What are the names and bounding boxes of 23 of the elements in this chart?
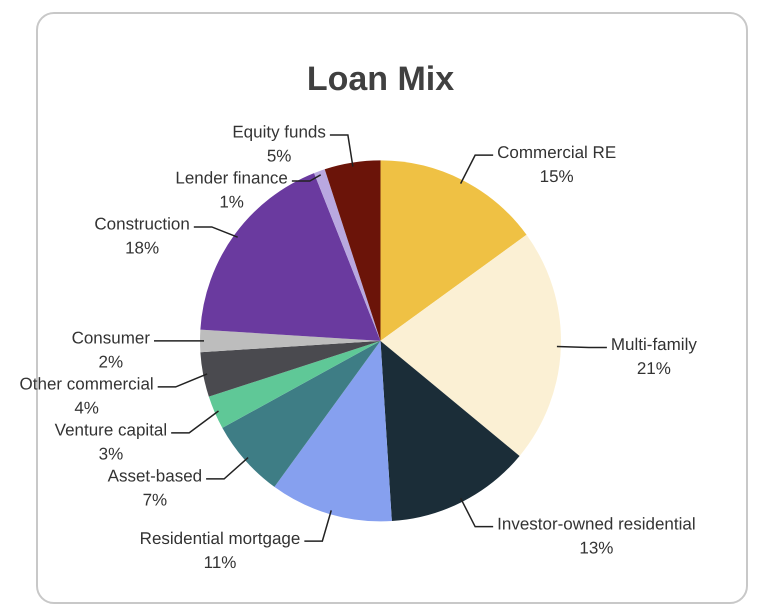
data-label: 3% [98, 444, 124, 464]
slice-label: Equity funds [232, 122, 326, 142]
slice-label: Lender finance [175, 168, 288, 188]
data-label: 15% [540, 166, 574, 186]
chart-title: Loan Mix [306, 60, 454, 98]
slice-label: Multi-family [610, 335, 698, 354]
slice-label: Other commercial [20, 374, 154, 394]
data-label: 4% [74, 398, 99, 418]
slice-label: Asset-based [108, 466, 202, 486]
slice-label: Venture capital [54, 420, 168, 440]
data-label: 1% [219, 192, 244, 212]
slice-label: Commercial RE [497, 142, 616, 162]
data-label: 18% [125, 238, 160, 258]
slice-label: Residential mortgage [140, 528, 300, 548]
data-label: 2% [98, 352, 124, 372]
slice-label: Investor-owned residential [497, 514, 696, 534]
slice-label: Consumer [72, 328, 150, 348]
data-label: 5% [266, 146, 292, 166]
data-label: 13% [579, 538, 614, 558]
data-label: 21% [636, 359, 671, 378]
data-label: 11% [204, 552, 236, 572]
data-label: 7% [142, 490, 168, 510]
slice-label: Construction [94, 214, 190, 234]
